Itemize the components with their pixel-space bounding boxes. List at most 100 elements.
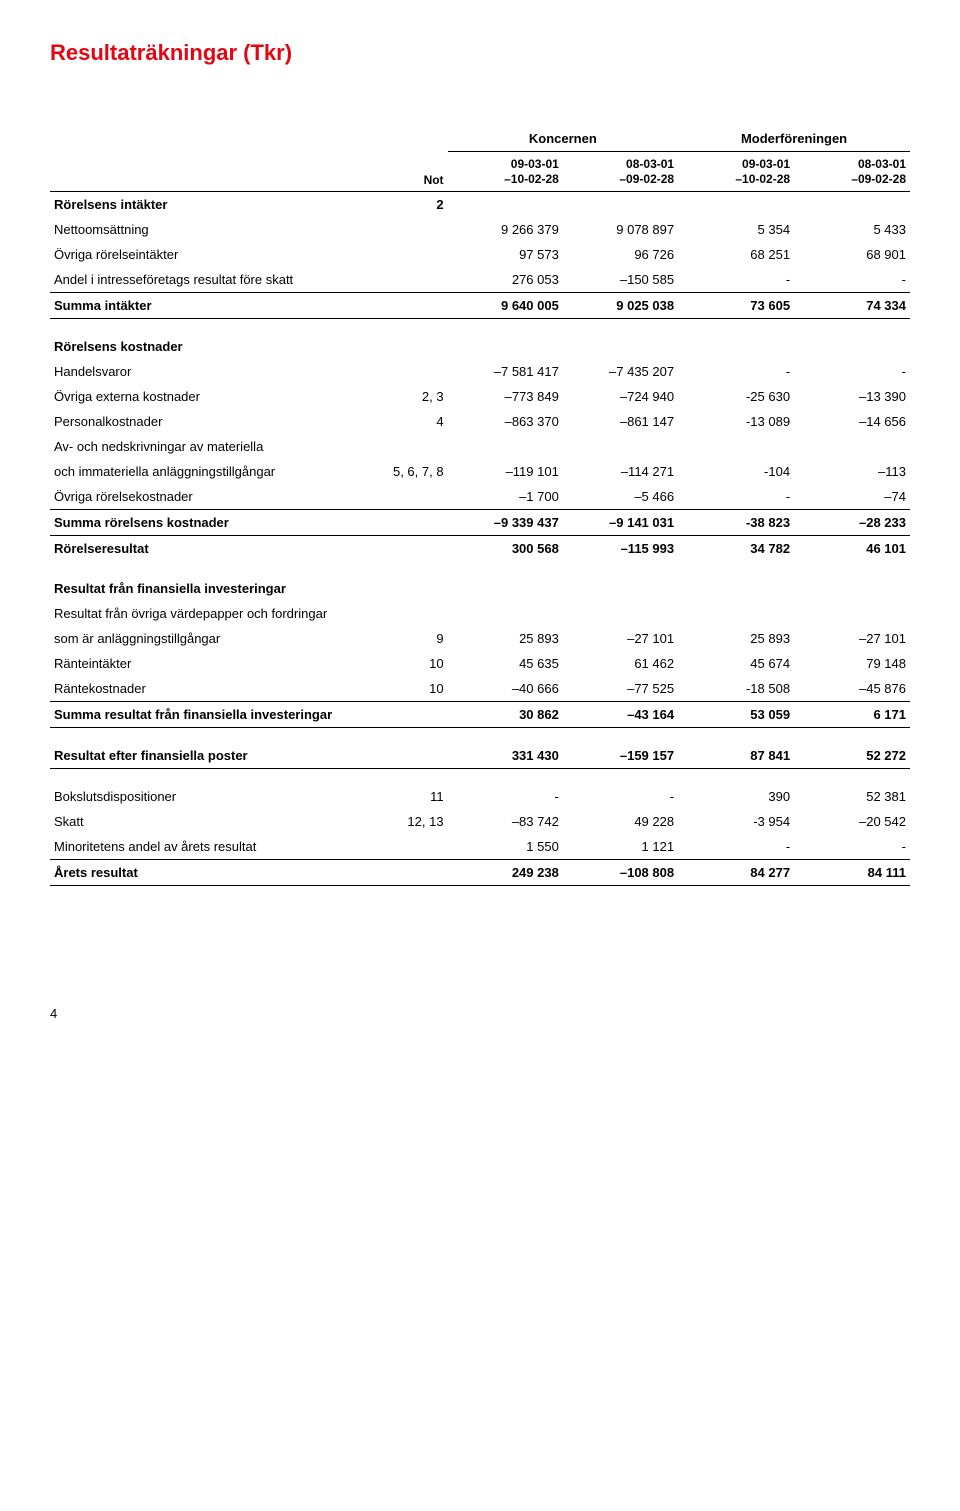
row-v1 xyxy=(448,561,563,601)
page-title: Resultaträkningar (Tkr) xyxy=(50,40,910,66)
row-label: Rörelsens intäkter xyxy=(50,192,381,218)
row-v2 xyxy=(563,561,678,601)
row-label: Summa rörelsens kostnader xyxy=(50,510,381,536)
table-row: Övriga rörelseintäkter97 57396 72668 251… xyxy=(50,242,910,267)
row-label: och immateriella anläggningstillgångar xyxy=(50,459,381,484)
row-label: Andel i intresseföretags resultat före s… xyxy=(50,267,381,293)
row-v3: - xyxy=(678,359,794,384)
group-header-koncernen: Koncernen xyxy=(448,126,679,152)
row-v3: -13 089 xyxy=(678,409,794,434)
group-header-moderforeningen: Moderföreningen xyxy=(678,126,910,152)
table-subheader-row: Not 09-03-01–10-02-28 08-03-01–09-02-28 … xyxy=(50,152,910,192)
row-not: 10 xyxy=(381,651,448,676)
row-not: 2 xyxy=(381,192,448,218)
row-not: 4 xyxy=(381,409,448,434)
table-row: Resultat efter finansiella poster331 430… xyxy=(50,728,910,769)
table-row: Personalkostnader4–863 370–861 147-13 08… xyxy=(50,409,910,434)
row-not xyxy=(381,267,448,293)
row-v2: 9 025 038 xyxy=(563,293,678,319)
row-v2: 1 121 xyxy=(563,834,678,860)
row-not xyxy=(381,536,448,562)
row-v4 xyxy=(794,561,910,601)
row-v3: 53 059 xyxy=(678,702,794,728)
row-label: Nettoomsättning xyxy=(50,217,381,242)
row-v3: 390 xyxy=(678,769,794,810)
row-v4 xyxy=(794,192,910,218)
row-v4: - xyxy=(794,834,910,860)
row-not: 2, 3 xyxy=(381,384,448,409)
row-v3 xyxy=(678,601,794,626)
row-v2: –7 435 207 xyxy=(563,359,678,384)
row-label: Rörelsens kostnader xyxy=(50,319,381,360)
table-row: Räntekostnader10–40 666–77 525-18 508–45… xyxy=(50,676,910,702)
row-v4: - xyxy=(794,267,910,293)
row-v2 xyxy=(563,319,678,360)
row-v1: 97 573 xyxy=(448,242,563,267)
table-row: Andel i intresseföretags resultat före s… xyxy=(50,267,910,293)
row-label: Årets resultat xyxy=(50,860,381,886)
row-v3: - xyxy=(678,267,794,293)
table-row: Rörelsens intäkter2 xyxy=(50,192,910,218)
row-label: Övriga externa kostnader xyxy=(50,384,381,409)
row-v2: 96 726 xyxy=(563,242,678,267)
row-not: 9 xyxy=(381,626,448,651)
row-v4: 79 148 xyxy=(794,651,910,676)
row-v4: 68 901 xyxy=(794,242,910,267)
row-label: Bokslutsdispositioner xyxy=(50,769,381,810)
row-v4: –45 876 xyxy=(794,676,910,702)
row-label: Ränteintäkter xyxy=(50,651,381,676)
row-v1: - xyxy=(448,769,563,810)
row-v1: –83 742 xyxy=(448,809,563,834)
row-v1: –119 101 xyxy=(448,459,563,484)
row-label: Resultat från finansiella investeringar xyxy=(50,561,381,601)
row-v1: 30 862 xyxy=(448,702,563,728)
row-label: Av- och nedskrivningar av materiella xyxy=(50,434,381,459)
row-v1 xyxy=(448,601,563,626)
table-row: Summa resultat från finansiella invester… xyxy=(50,702,910,728)
row-v4: –113 xyxy=(794,459,910,484)
row-v4: 84 111 xyxy=(794,860,910,886)
row-v4: 5 433 xyxy=(794,217,910,242)
row-v4: - xyxy=(794,359,910,384)
row-not xyxy=(381,319,448,360)
table-row: Rörelsens kostnader xyxy=(50,319,910,360)
row-v1: 1 550 xyxy=(448,834,563,860)
table-group-header-row: Koncernen Moderföreningen xyxy=(50,126,910,152)
row-not xyxy=(381,702,448,728)
row-v1: –7 581 417 xyxy=(448,359,563,384)
row-not xyxy=(381,217,448,242)
table-row: Övriga externa kostnader2, 3–773 849–724… xyxy=(50,384,910,409)
row-v3: 45 674 xyxy=(678,651,794,676)
row-v3 xyxy=(678,434,794,459)
row-v3: 68 251 xyxy=(678,242,794,267)
row-label: Rörelseresultat xyxy=(50,536,381,562)
row-v2: –77 525 xyxy=(563,676,678,702)
row-v2: –9 141 031 xyxy=(563,510,678,536)
row-label: Minoritetens andel av årets resultat xyxy=(50,834,381,860)
row-v2 xyxy=(563,434,678,459)
row-v3: - xyxy=(678,484,794,510)
row-v3: -3 954 xyxy=(678,809,794,834)
row-label: Skatt xyxy=(50,809,381,834)
row-label: Handelsvaror xyxy=(50,359,381,384)
row-v2: –43 164 xyxy=(563,702,678,728)
row-v4: 52 272 xyxy=(794,728,910,769)
table-row: Bokslutsdispositioner11--39052 381 xyxy=(50,769,910,810)
page-number: 4 xyxy=(50,1006,910,1021)
row-v2: –108 808 xyxy=(563,860,678,886)
row-v1: 25 893 xyxy=(448,626,563,651)
row-v4: –14 656 xyxy=(794,409,910,434)
row-v2 xyxy=(563,192,678,218)
income-statement-table: Koncernen Moderföreningen Not 09-03-01–1… xyxy=(50,126,910,886)
table-row: Handelsvaror–7 581 417–7 435 207-- xyxy=(50,359,910,384)
row-v2 xyxy=(563,601,678,626)
table-row: Övriga rörelsekostnader–1 700–5 466-–74 xyxy=(50,484,910,510)
row-label: som är anläggningstillgångar xyxy=(50,626,381,651)
col-period-1: 09-03-01–10-02-28 xyxy=(448,152,563,192)
row-label: Räntekostnader xyxy=(50,676,381,702)
row-not: 11 xyxy=(381,769,448,810)
table-row: Summa rörelsens kostnader–9 339 437–9 14… xyxy=(50,510,910,536)
row-v3: -104 xyxy=(678,459,794,484)
row-v4 xyxy=(794,434,910,459)
row-v2: –159 157 xyxy=(563,728,678,769)
